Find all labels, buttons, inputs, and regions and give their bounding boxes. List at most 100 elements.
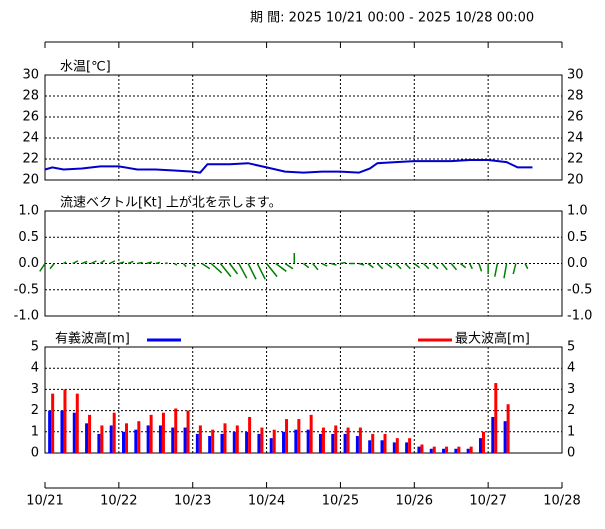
- wave-bar: [417, 446, 421, 453]
- legend-label: 最大波高[m]: [455, 331, 530, 347]
- wave-bar: [248, 416, 252, 453]
- wave-bar: [158, 425, 162, 453]
- wave-bar: [88, 414, 92, 453]
- y2-tick-label: 0.0: [567, 256, 588, 271]
- y2-tick-label: 5: [567, 340, 575, 355]
- wave-bar: [122, 431, 126, 453]
- wave-bar: [60, 410, 64, 453]
- current-vector: [127, 260, 134, 265]
- y2-tick-label: 0.5: [567, 230, 588, 245]
- period-title: 期 間: 2025 10/21 00:00 - 2025 10/28 00:00: [250, 11, 534, 26]
- wave-bar: [232, 431, 236, 453]
- y2-tick-label: 24: [567, 131, 584, 146]
- y-tick-label: 5: [31, 340, 39, 355]
- current-vector: [164, 262, 168, 265]
- wave-bar: [297, 419, 301, 453]
- current-vector: [503, 263, 508, 279]
- wave-bar: [183, 427, 187, 453]
- y-tick-label: 3: [31, 382, 39, 397]
- wave-bar: [285, 419, 289, 453]
- current-vector: [321, 262, 328, 267]
- y-tick-label: 0.0: [18, 256, 39, 271]
- current-vector: [247, 263, 257, 280]
- wave-bar: [171, 427, 175, 453]
- x-tick-label: 10/21: [26, 494, 63, 509]
- current-vector: [512, 263, 517, 275]
- wave-bar: [282, 431, 286, 453]
- wave-bar: [494, 383, 498, 453]
- panel-title: 水温[℃]: [60, 60, 111, 75]
- y2-tick-label: 4: [567, 361, 575, 376]
- current-vector: [229, 263, 239, 275]
- current-vector: [182, 263, 187, 268]
- wave-bar: [75, 393, 79, 453]
- wave-bar: [294, 429, 298, 453]
- x-tick-label: 10/27: [469, 494, 506, 509]
- wave-bar: [346, 427, 350, 453]
- plot-frame: [44, 346, 563, 454]
- y-tick-label: 1: [31, 424, 39, 439]
- y2-tick-label: 30: [567, 68, 584, 83]
- wave-bar: [109, 425, 113, 453]
- wave-bar: [195, 433, 199, 453]
- current-vector: [376, 262, 384, 270]
- wave-bar: [97, 433, 101, 453]
- wave-bar: [149, 414, 153, 453]
- current-vector: [49, 263, 55, 270]
- wave-bar: [235, 425, 239, 453]
- current-vector: [386, 262, 393, 269]
- wave-bar: [380, 440, 384, 453]
- x-tick-label: 10/28: [543, 494, 580, 509]
- y-tick-label: 1.0: [18, 204, 39, 219]
- wave-bar: [220, 433, 224, 453]
- wave-bar: [442, 448, 446, 453]
- wave-bar: [432, 446, 436, 453]
- current-vector: [256, 263, 266, 280]
- wave-bar: [420, 444, 424, 453]
- current-vector: [441, 263, 448, 271]
- legend-label: 有義波高[m]: [55, 331, 130, 347]
- y-tick-label: -1.0: [14, 309, 39, 324]
- wave-bar: [491, 416, 495, 453]
- x-tick-label: 10/23: [174, 494, 211, 509]
- wave-bar: [481, 431, 485, 453]
- y2-tick-label: 1.0: [567, 204, 588, 219]
- wave-bar: [321, 427, 325, 453]
- x-tick-label: 10/24: [248, 494, 285, 509]
- wave-bar: [457, 446, 461, 453]
- y-tick-label: 0: [31, 446, 39, 461]
- current-vector: [312, 263, 319, 271]
- current-vector: [155, 261, 161, 265]
- current-vector: [422, 262, 430, 270]
- wave-bar: [245, 431, 249, 453]
- current-vector: [90, 260, 97, 265]
- plot-frame: [44, 74, 563, 181]
- y2-tick-label: 2: [567, 403, 575, 418]
- y2-tick-label: -1.0: [567, 309, 592, 324]
- y2-tick-label: 0: [567, 446, 575, 461]
- wave-bar: [134, 429, 138, 453]
- current-vector: [524, 263, 529, 270]
- y-tick-label: 2: [31, 403, 39, 418]
- current-vector: [404, 262, 411, 270]
- y2-tick-label: 26: [567, 110, 584, 125]
- y2-tick-label: 3: [567, 382, 575, 397]
- y-tick-label: 20: [22, 173, 39, 188]
- y2-tick-label: 20: [567, 173, 584, 188]
- current-vector: [478, 263, 483, 272]
- current-vector: [118, 261, 125, 265]
- wave-bar: [146, 425, 150, 453]
- wave-bar: [269, 438, 273, 453]
- y-tick-label: 0.5: [18, 230, 39, 245]
- wave-bar: [63, 389, 67, 453]
- wave-bar: [395, 438, 399, 453]
- current-vector: [99, 259, 106, 265]
- x-tick-label: 10/25: [322, 494, 359, 509]
- current-vector: [265, 263, 278, 278]
- current-vector: [494, 263, 499, 277]
- y-tick-label: 26: [22, 110, 39, 125]
- current-vector: [63, 261, 67, 265]
- current-vector: [367, 262, 374, 269]
- y-tick-label: 30: [22, 68, 39, 83]
